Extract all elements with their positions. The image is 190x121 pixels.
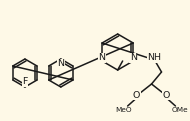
Text: F: F	[22, 77, 28, 87]
Text: O: O	[163, 91, 170, 99]
Text: N: N	[99, 53, 106, 63]
Text: N: N	[57, 60, 64, 68]
Text: O: O	[133, 91, 140, 99]
Text: MeO: MeO	[115, 107, 132, 113]
Text: NH: NH	[148, 53, 162, 63]
Text: OMe: OMe	[171, 107, 188, 113]
Text: N: N	[130, 53, 137, 63]
